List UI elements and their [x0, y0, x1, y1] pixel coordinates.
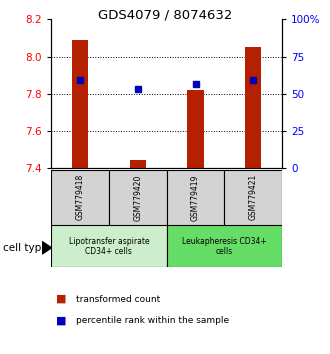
Text: GDS4079 / 8074632: GDS4079 / 8074632	[98, 9, 232, 22]
Bar	[51, 170, 109, 225]
Text: percentile rank within the sample: percentile rank within the sample	[76, 316, 229, 325]
Bar	[72, 40, 88, 168]
Text: GSM779421: GSM779421	[249, 174, 258, 221]
Text: ■: ■	[56, 315, 67, 325]
Bar	[167, 225, 282, 267]
Text: Lipotransfer aspirate
CD34+ cells: Lipotransfer aspirate CD34+ cells	[69, 237, 149, 256]
Text: GSM779419: GSM779419	[191, 174, 200, 221]
Bar	[245, 47, 261, 168]
Bar	[130, 160, 146, 168]
Text: ■: ■	[56, 294, 67, 304]
Text: GSM779420: GSM779420	[133, 174, 142, 221]
Text: transformed count: transformed count	[76, 295, 160, 304]
Bar	[187, 90, 204, 168]
Text: cell type: cell type	[3, 243, 48, 253]
Bar	[224, 170, 282, 225]
Polygon shape	[42, 241, 51, 254]
Bar	[167, 170, 224, 225]
Bar	[109, 170, 167, 225]
Bar	[51, 225, 167, 267]
Text: GSM779418: GSM779418	[76, 174, 84, 221]
Text: Leukapheresis CD34+
cells: Leukapheresis CD34+ cells	[182, 237, 267, 256]
